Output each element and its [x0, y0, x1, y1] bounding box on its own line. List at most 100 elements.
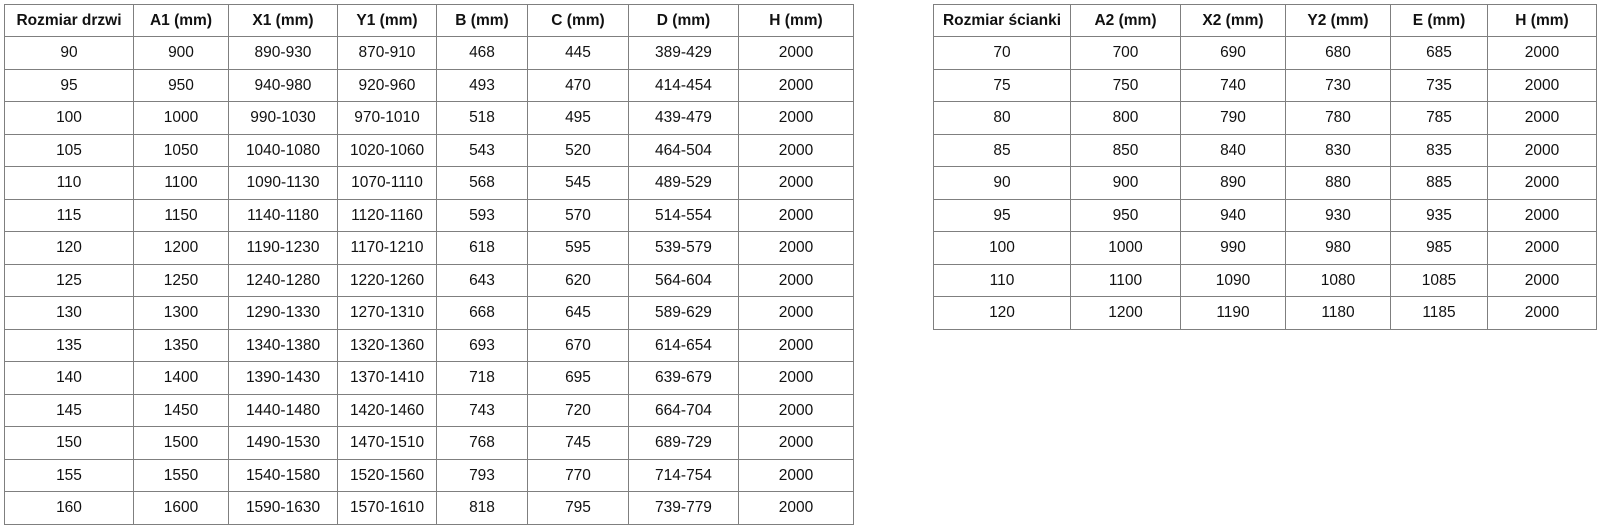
table-header-row: Rozmiar ścianki A2 (mm) X2 (mm) Y2 (mm) E (m…: [933, 4, 1597, 37]
wall-cell-r3-c2: 840: [1180, 133, 1286, 167]
door-cell-r6-c2: 1190-1230: [228, 231, 338, 265]
wall-cell-r4-c2: 890: [1180, 166, 1286, 200]
door-cell-r2-c3: 970-1010: [337, 101, 437, 135]
door-cell-r7-c3: 1220-1260: [337, 263, 437, 297]
wall-cell-r5-c0: 95: [933, 198, 1071, 232]
wall-cell-r0-c5: 2000: [1487, 36, 1597, 70]
door-cell-r13-c4: 793: [436, 458, 528, 492]
door-cell-r13-c5: 770: [527, 458, 629, 492]
wall-cell-r6-c5: 2000: [1487, 231, 1597, 265]
door-column-header-0: Rozmiar drzwi: [4, 4, 134, 37]
door-cell-r8-c7: 2000: [738, 296, 854, 330]
door-cell-r6-c1: 1200: [133, 231, 229, 265]
door-cell-r8-c2: 1290-1330: [228, 296, 338, 330]
door-cell-r1-c6: 414-454: [628, 68, 739, 102]
table-header-row: Rozmiar drzwi A1 (mm) X1 (mm) Y1 (mm) B (mm)…: [4, 4, 854, 37]
wall-cell-r4-c1: 900: [1070, 166, 1181, 200]
door-cell-r13-c2: 1540-1580: [228, 458, 338, 492]
table-row: 110 1100 1090 1080 1085 2000: [933, 263, 1597, 297]
wall-table-body: 70 700 690 680 685 2000 75 750 740 730 735 2000 80 80…: [933, 36, 1597, 330]
wall-cell-r0-c2: 690: [1180, 36, 1286, 70]
door-cell-r3-c3: 1020-1060: [337, 133, 437, 167]
door-cell-r2-c2: 990-1030: [228, 101, 338, 135]
wall-cell-r0-c0: 70: [933, 36, 1071, 70]
wall-cell-r2-c1: 800: [1070, 101, 1181, 135]
door-cell-r1-c1: 950: [133, 68, 229, 102]
table-row: 100 1000 990-1030 970-1010 518 495 439-479 2000: [4, 101, 854, 135]
door-cell-r7-c6: 564-604: [628, 263, 739, 297]
door-cell-r5-c0: 115: [4, 198, 134, 232]
wall-cell-r7-c5: 2000: [1487, 263, 1597, 297]
door-cell-r10-c3: 1370-1410: [337, 361, 437, 395]
door-cell-r8-c4: 668: [436, 296, 528, 330]
wall-cell-r2-c2: 790: [1180, 101, 1286, 135]
door-cell-r6-c7: 2000: [738, 231, 854, 265]
door-cell-r2-c1: 1000: [133, 101, 229, 135]
door-cell-r9-c1: 1350: [133, 328, 229, 362]
wall-cell-r1-c0: 75: [933, 68, 1071, 102]
wall-cell-r4-c0: 90: [933, 166, 1071, 200]
wall-cell-r2-c0: 80: [933, 101, 1071, 135]
door-cell-r10-c7: 2000: [738, 361, 854, 395]
door-cell-r8-c1: 1300: [133, 296, 229, 330]
door-cell-r12-c2: 1490-1530: [228, 426, 338, 460]
door-cell-r4-c6: 489-529: [628, 166, 739, 200]
door-cell-r9-c0: 135: [4, 328, 134, 362]
door-cell-r6-c3: 1170-1210: [337, 231, 437, 265]
table-row: 80 800 790 780 785 2000: [933, 101, 1597, 135]
wall-cell-r7-c2: 1090: [1180, 263, 1286, 297]
door-cell-r10-c2: 1390-1430: [228, 361, 338, 395]
door-cell-r1-c0: 95: [4, 68, 134, 102]
door-cell-r10-c1: 1400: [133, 361, 229, 395]
door-cell-r2-c0: 100: [4, 101, 134, 135]
wall-column-header-5: H (mm): [1487, 4, 1597, 37]
table-row: 135 1350 1340-1380 1320-1360 693 670 614-654 20…: [4, 328, 854, 362]
door-cell-r14-c2: 1590-1630: [228, 491, 338, 525]
table-row: 110 1100 1090-1130 1070-1110 568 545 489-529 20…: [4, 166, 854, 200]
door-cell-r13-c0: 155: [4, 458, 134, 492]
door-cell-r9-c7: 2000: [738, 328, 854, 362]
wall-cell-r0-c4: 685: [1390, 36, 1488, 70]
wall-cell-r6-c2: 990: [1180, 231, 1286, 265]
door-cell-r4-c4: 568: [436, 166, 528, 200]
door-cell-r11-c2: 1440-1480: [228, 393, 338, 427]
door-cell-r5-c3: 1120-1160: [337, 198, 437, 232]
wall-column-header-3: Y2 (mm): [1285, 4, 1391, 37]
door-cell-r10-c6: 639-679: [628, 361, 739, 395]
wall-column-header-1: A2 (mm): [1070, 4, 1181, 37]
door-cell-r8-c0: 130: [4, 296, 134, 330]
table-row: 95 950 940-980 920-960 493 470 414-454 2000: [4, 68, 854, 102]
door-cell-r1-c3: 920-960: [337, 68, 437, 102]
door-cell-r11-c7: 2000: [738, 393, 854, 427]
table-row: 150 1500 1490-1530 1470-1510 768 745 689-729 20…: [4, 426, 854, 460]
door-column-header-3: Y1 (mm): [337, 4, 437, 37]
table-row: 155 1550 1540-1580 1520-1560 793 770 714-754 20…: [4, 458, 854, 492]
door-column-header-7: H (mm): [738, 4, 854, 37]
wall-cell-r0-c3: 680: [1285, 36, 1391, 70]
door-column-header-6: D (mm): [628, 4, 739, 37]
door-cell-r5-c4: 593: [436, 198, 528, 232]
door-cell-r0-c4: 468: [436, 36, 528, 70]
door-cell-r12-c6: 689-729: [628, 426, 739, 460]
door-cell-r7-c2: 1240-1280: [228, 263, 338, 297]
door-cell-r14-c6: 739-779: [628, 491, 739, 525]
door-cell-r13-c1: 1550: [133, 458, 229, 492]
wall-column-header-2: X2 (mm): [1180, 4, 1286, 37]
wall-cell-r8-c5: 2000: [1487, 296, 1597, 330]
door-cell-r4-c2: 1090-1130: [228, 166, 338, 200]
wall-cell-r1-c2: 740: [1180, 68, 1286, 102]
table-row: 145 1450 1440-1480 1420-1460 743 720 664-704 20…: [4, 393, 854, 427]
door-column-header-5: C (mm): [527, 4, 629, 37]
wall-cell-r3-c1: 850: [1070, 133, 1181, 167]
door-cell-r6-c6: 539-579: [628, 231, 739, 265]
wall-cell-r5-c3: 930: [1285, 198, 1391, 232]
door-size-table: Rozmiar drzwi A1 (mm) X1 (mm) Y1 (mm) B (mm)…: [4, 4, 854, 525]
door-cell-r14-c0: 160: [4, 491, 134, 525]
wall-cell-r3-c3: 830: [1285, 133, 1391, 167]
door-column-header-4: B (mm): [436, 4, 528, 37]
wall-cell-r1-c3: 730: [1285, 68, 1391, 102]
door-cell-r1-c7: 2000: [738, 68, 854, 102]
door-cell-r3-c7: 2000: [738, 133, 854, 167]
door-cell-r11-c1: 1450: [133, 393, 229, 427]
